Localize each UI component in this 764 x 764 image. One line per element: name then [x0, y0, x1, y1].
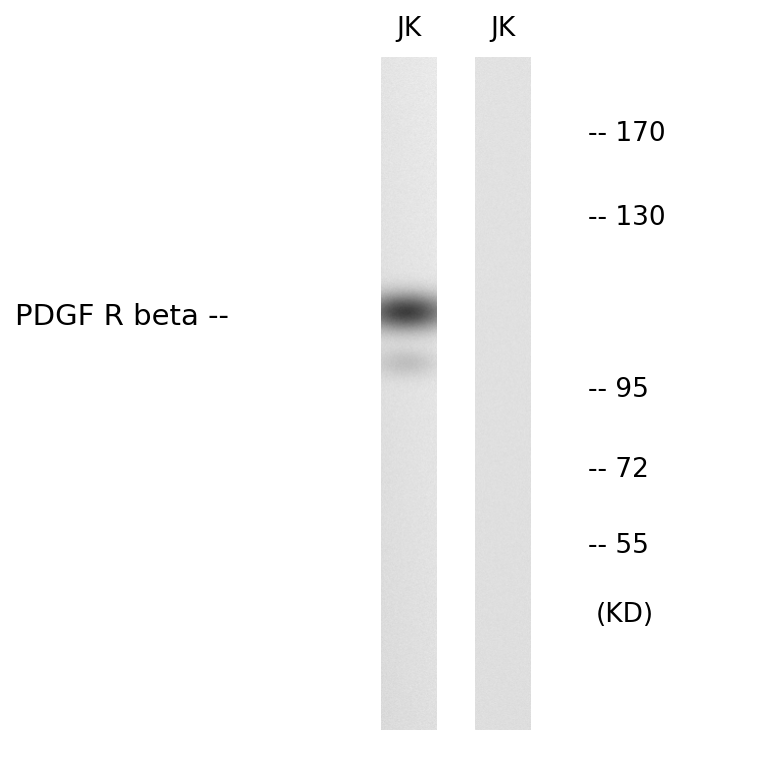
Text: -- 130: -- 130	[588, 205, 666, 231]
Text: -- 95: -- 95	[588, 377, 649, 403]
Text: -- 55: -- 55	[588, 533, 649, 559]
Text: (KD): (KD)	[596, 602, 654, 628]
Text: -- 72: -- 72	[588, 457, 649, 483]
Text: JK: JK	[396, 16, 422, 42]
Text: -- 170: -- 170	[588, 121, 666, 147]
Text: JK: JK	[490, 16, 516, 42]
Text: PDGF R beta --: PDGF R beta --	[15, 303, 229, 331]
